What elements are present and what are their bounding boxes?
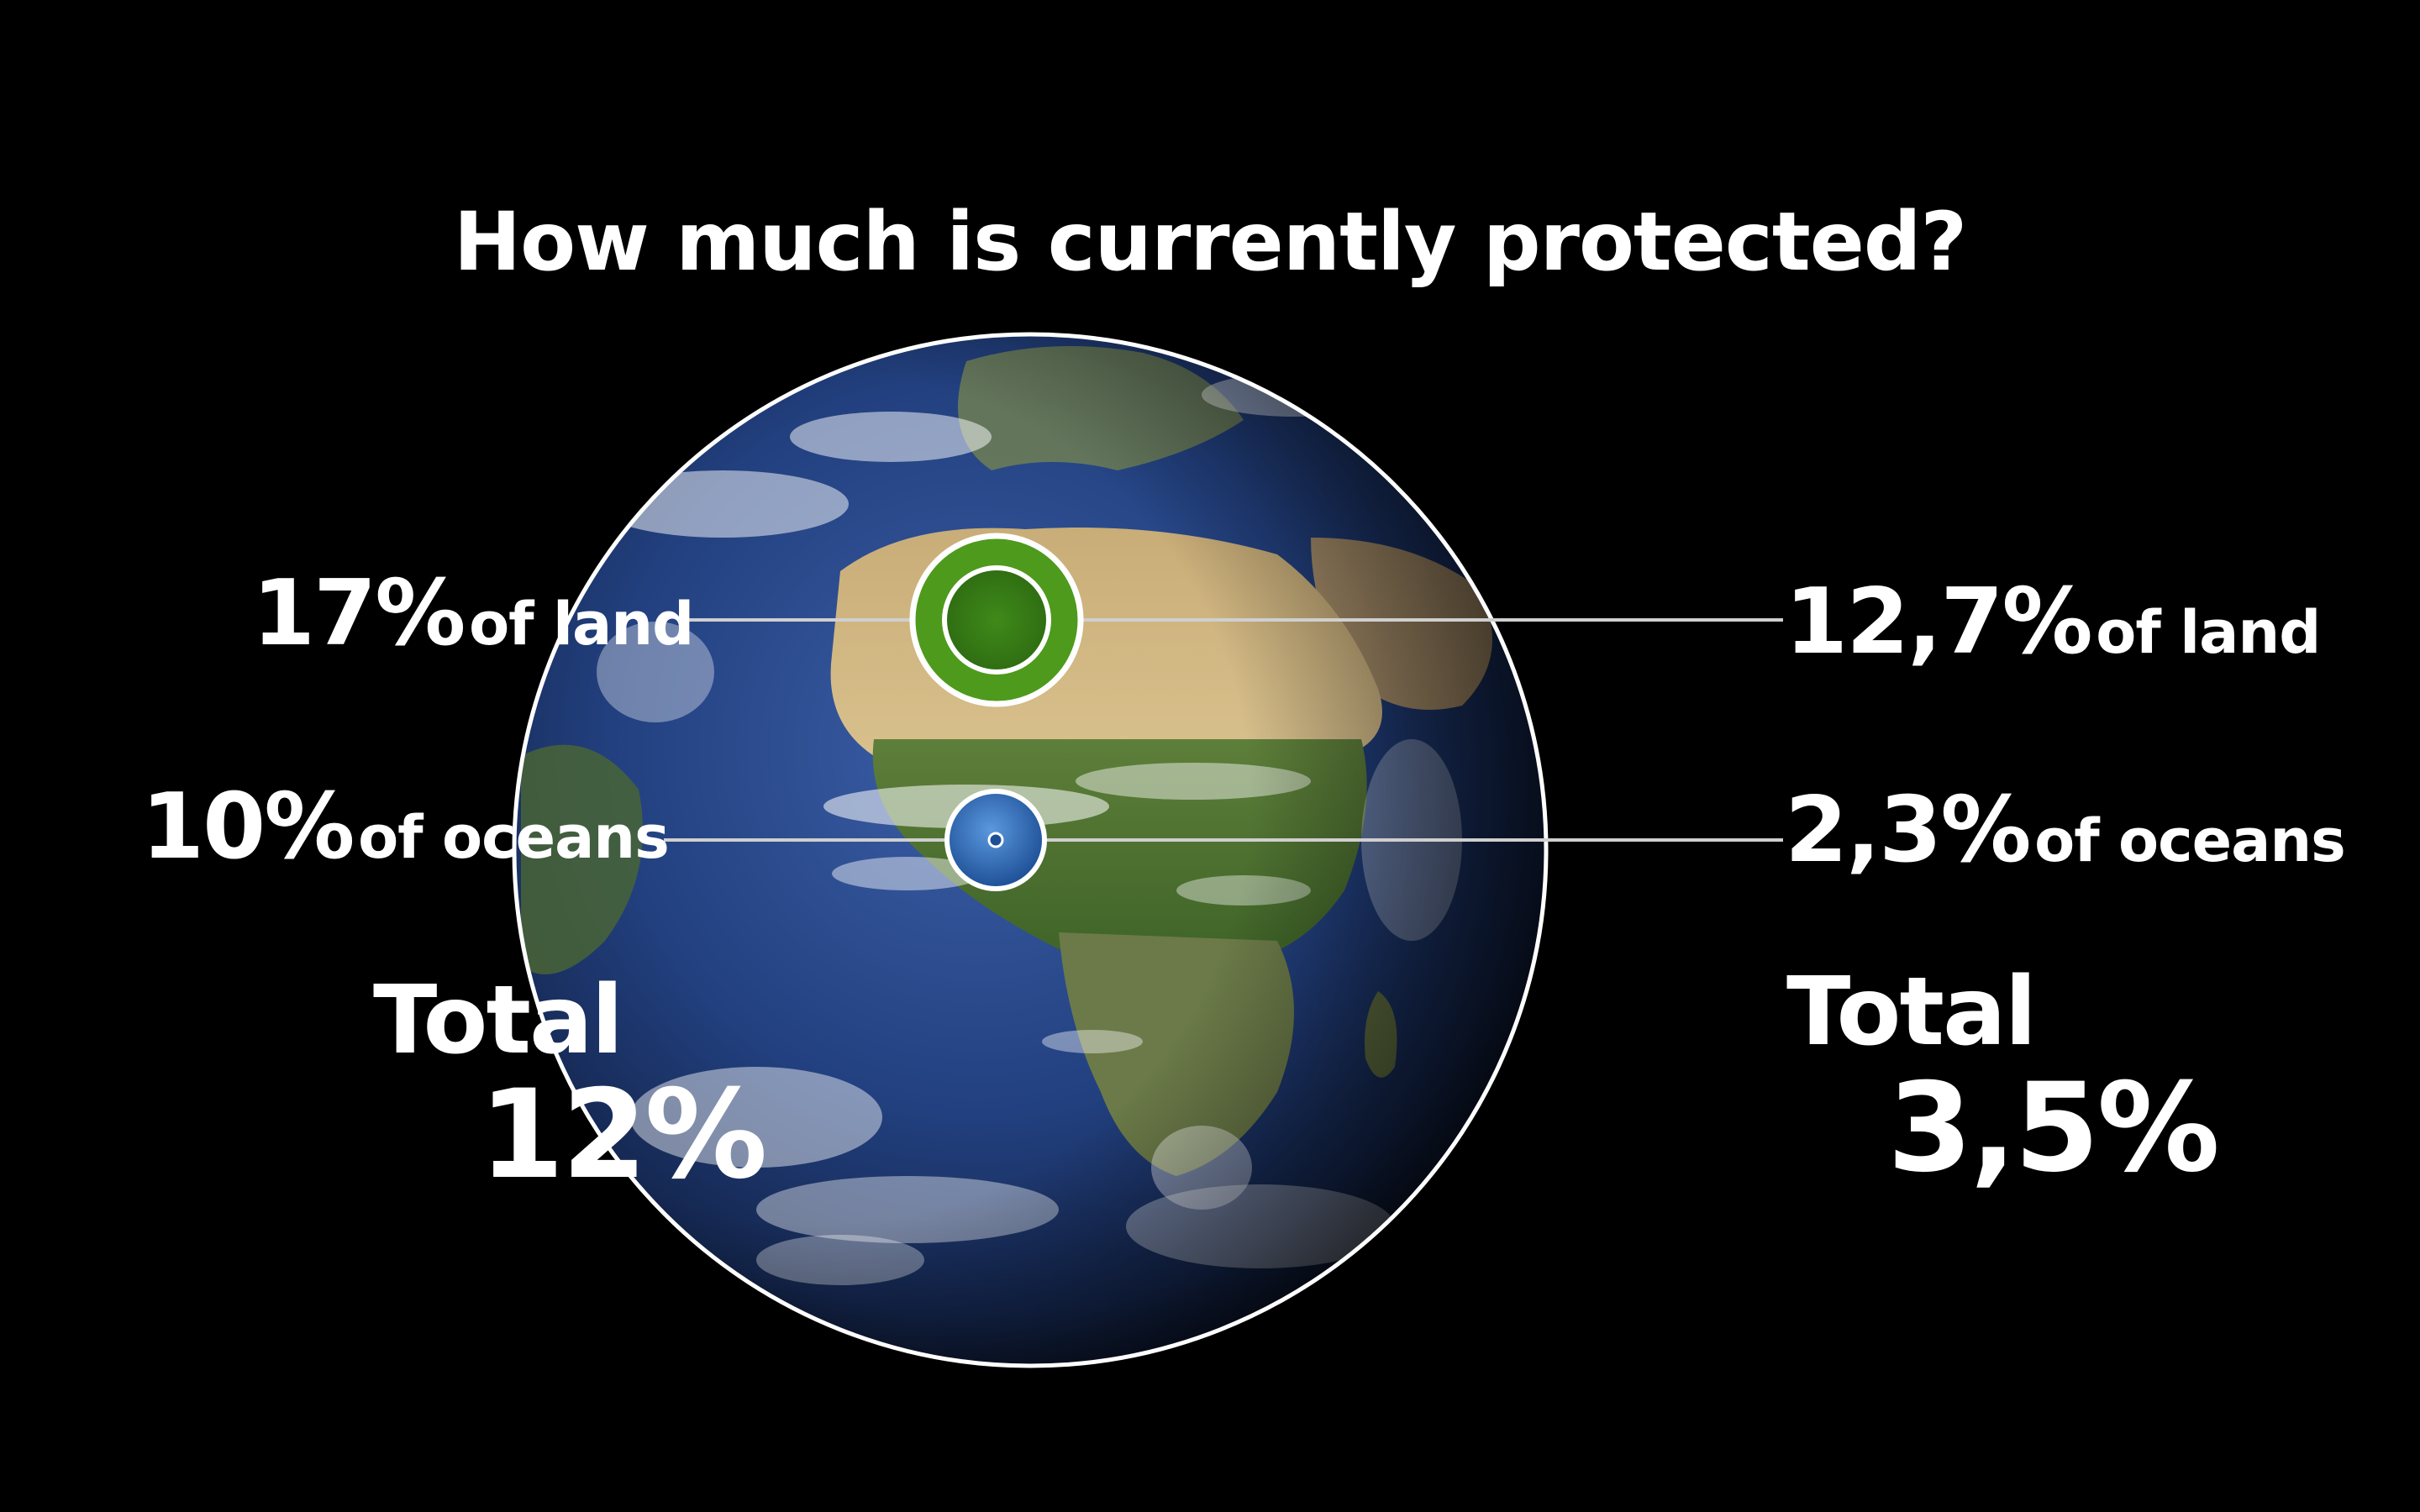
- left-total-label: Total: [373, 966, 623, 1075]
- left-total-value: 12%: [479, 1063, 767, 1206]
- land-protection-marker: [909, 533, 1084, 707]
- right-land-value: 12,7%: [1785, 570, 2093, 675]
- left-oceans-value: 10%: [141, 774, 355, 879]
- right-land-unit: of land: [2096, 598, 2321, 667]
- left-land-stat: 17% of land: [252, 561, 694, 666]
- globe-outline: [512, 332, 1549, 1368]
- right-total-label: Total: [1786, 958, 2037, 1067]
- ocean-protection-marker: [944, 789, 1047, 891]
- right-oceans-unit: of oceans: [2034, 806, 2346, 875]
- page-title: How much is currently protected?: [453, 195, 1967, 289]
- right-land-stat: 12,7% of land: [1785, 570, 2321, 675]
- right-oceans-stat: 2,3% of oceans: [1785, 778, 2346, 883]
- left-oceans-stat: 10% of oceans: [141, 774, 670, 879]
- right-total-value: 3,5%: [1887, 1057, 2220, 1200]
- left-land-unit: of land: [469, 590, 694, 659]
- right-oceans-value: 2,3%: [1785, 778, 2032, 883]
- left-oceans-unit: of oceans: [358, 803, 670, 872]
- left-land-value: 17%: [252, 561, 466, 666]
